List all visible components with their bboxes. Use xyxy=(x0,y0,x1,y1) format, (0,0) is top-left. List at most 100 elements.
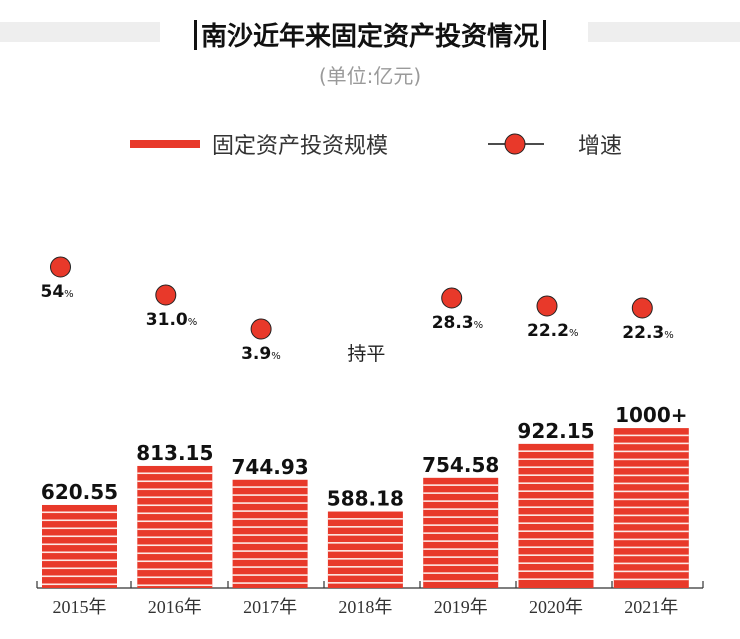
bar-rect xyxy=(42,504,117,588)
bar-rect xyxy=(137,465,213,588)
bar-stripe xyxy=(42,575,117,578)
growth-marker xyxy=(155,284,177,306)
bar-stripe xyxy=(137,560,213,563)
bar-stripe xyxy=(518,482,594,484)
bar-value-label: 754.58 xyxy=(422,453,499,477)
growth-value: 31.0 xyxy=(146,310,188,330)
growth-value: 28.3 xyxy=(432,313,474,333)
bar-stripe xyxy=(613,490,689,493)
bar-stripe xyxy=(232,566,308,568)
bar xyxy=(613,428,689,588)
bar-stripe xyxy=(232,574,308,576)
bar-stripe xyxy=(327,582,403,584)
bar-stripe xyxy=(232,494,308,496)
bar-stripe xyxy=(613,514,689,517)
bar-value-label: 1000+ xyxy=(615,403,687,427)
growth-marker xyxy=(536,295,558,317)
x-tick-label: 2021年 xyxy=(624,597,678,617)
bar-stripe xyxy=(137,536,213,539)
bar-stripe xyxy=(232,550,308,552)
bar-stripe xyxy=(423,556,499,558)
bar-stripe xyxy=(327,518,403,520)
bar-stripe xyxy=(42,519,117,522)
x-tick-label: 2016年 xyxy=(148,597,202,617)
bar-stripe xyxy=(613,442,689,445)
bar-stripe xyxy=(42,543,117,546)
bar-stripe xyxy=(613,458,689,461)
bar-stripe xyxy=(137,496,213,499)
bar-stripe xyxy=(327,542,403,544)
growth-label: 22.2% xyxy=(527,321,578,341)
growth-value: 22.2 xyxy=(527,321,569,341)
bar-stripe xyxy=(232,502,308,504)
bar-stripe xyxy=(613,522,689,525)
bar xyxy=(423,477,499,588)
bar-stripe xyxy=(137,472,213,475)
bar-stripe xyxy=(518,538,594,540)
bar-stripe xyxy=(518,578,594,580)
growth-value: 3.9 xyxy=(241,344,271,364)
bar-stripe xyxy=(518,546,594,548)
bar-stripe xyxy=(137,544,213,547)
x-tick-label: 2018年 xyxy=(338,597,392,617)
bar-stripe xyxy=(137,528,213,531)
bar xyxy=(42,504,117,588)
bar-stripe xyxy=(518,506,594,508)
growth-label: 3.9% xyxy=(241,344,281,364)
bar-stripe xyxy=(613,578,689,581)
bar-stripe xyxy=(42,583,117,586)
bar-stripe xyxy=(613,546,689,549)
bar-stripe xyxy=(232,526,308,528)
bar-stripe xyxy=(423,580,499,582)
bar-stripe xyxy=(137,504,213,507)
growth-value: 22.3 xyxy=(622,323,664,343)
title-divider-right xyxy=(543,20,546,50)
bar-value-label: 922.15 xyxy=(517,419,594,443)
legend-line-label: 增速 xyxy=(578,134,623,159)
bar-stripe xyxy=(423,516,499,518)
bar-stripe xyxy=(232,534,308,536)
growth-unit: % xyxy=(569,328,579,339)
bar-stripe xyxy=(137,512,213,515)
growth-label: 54% xyxy=(41,282,74,302)
growth-unit: % xyxy=(271,351,281,362)
growth-unit: % xyxy=(188,317,198,328)
bar-stripe xyxy=(232,558,308,560)
bar-stripe xyxy=(518,450,594,452)
title-band-left xyxy=(0,22,160,42)
bar-stripe xyxy=(613,434,689,437)
bar-stripe xyxy=(232,510,308,512)
bar-stripe xyxy=(137,480,213,483)
bar-stripe xyxy=(327,550,403,552)
bar-stripe xyxy=(613,482,689,485)
bar-stripe xyxy=(42,551,117,554)
growth-unit: % xyxy=(64,289,74,300)
bar-stripe xyxy=(137,576,213,579)
growth-label: 28.3% xyxy=(432,313,483,333)
growth-label-flat: 持平 xyxy=(347,343,385,365)
bar-stripe xyxy=(518,554,594,556)
bar-stripe xyxy=(613,562,689,565)
growth-unit: % xyxy=(664,330,674,341)
bar-stripe xyxy=(518,530,594,532)
bar-stripe xyxy=(423,548,499,550)
growth-label: 31.0% xyxy=(146,310,197,330)
bar-stripe xyxy=(42,535,117,538)
chart-subtitle: (单位:亿元) xyxy=(318,64,422,88)
bar-stripe xyxy=(613,538,689,541)
bar-stripe xyxy=(327,574,403,576)
bar-stripe xyxy=(423,564,499,566)
growth-marker xyxy=(250,318,272,340)
bar-stripe xyxy=(137,488,213,491)
bar xyxy=(327,511,403,588)
bar-rect xyxy=(232,479,308,588)
bar-stripe xyxy=(137,568,213,571)
bar xyxy=(137,465,213,588)
legend-bar-label: 固定资产投资规模 xyxy=(212,134,389,159)
bar-stripe xyxy=(518,466,594,468)
title-divider-left xyxy=(193,20,197,50)
bar-stripe xyxy=(42,527,117,530)
bar-stripe xyxy=(423,492,499,494)
bar-stripe xyxy=(327,558,403,560)
